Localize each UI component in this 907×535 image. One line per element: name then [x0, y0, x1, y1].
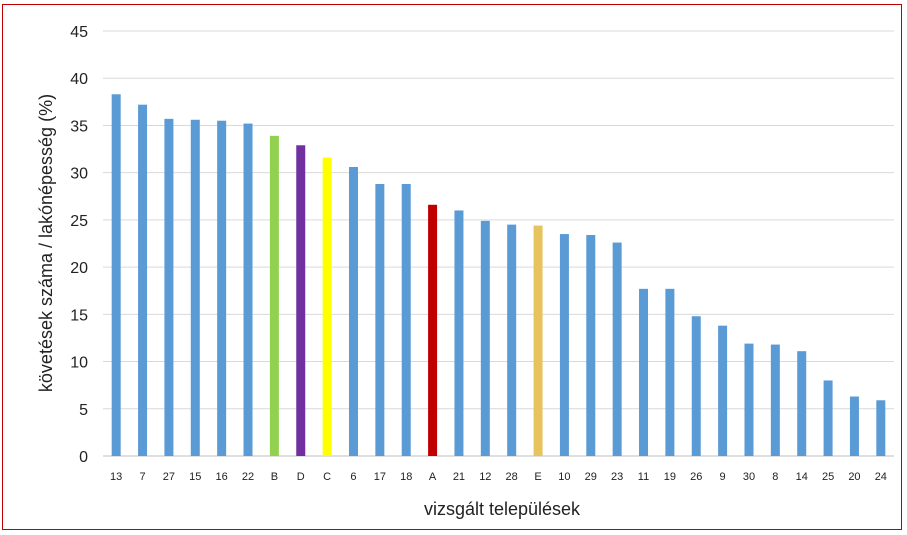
bar-12: [480, 220, 490, 456]
bar-27: [164, 118, 174, 456]
y-tick-label: 45: [70, 24, 88, 41]
y-tick-label: 10: [70, 355, 88, 372]
x-tick-label: 12: [479, 471, 491, 483]
x-tick-label: 27: [163, 471, 175, 483]
bar-18: [401, 184, 411, 456]
x-tick-label: 28: [506, 471, 518, 483]
bar-29: [586, 235, 596, 456]
bar-15: [190, 119, 200, 457]
x-tick-label: 10: [558, 471, 570, 483]
x-tick-label: 9: [720, 471, 726, 483]
x-tick-label: 22: [242, 471, 254, 483]
bar-C: [322, 157, 332, 457]
y-tick-label: 40: [70, 71, 88, 88]
x-tick-label: 19: [664, 471, 676, 483]
bar-23: [612, 242, 622, 456]
y-tick-label: 5: [79, 402, 88, 419]
bar-D: [296, 145, 306, 456]
bar-30: [744, 343, 754, 456]
y-axis-ticks: 0 5 10 15 20 25 30 35 40 45: [70, 24, 88, 466]
x-tick-label: 24: [875, 471, 887, 483]
bar-10: [559, 234, 569, 456]
x-tick-label: 7: [139, 471, 145, 483]
y-tick-label: 25: [70, 213, 88, 230]
bar-9: [718, 325, 728, 456]
y-tick-label: 20: [70, 260, 88, 277]
bar-A: [428, 204, 438, 456]
y-tick-label: 30: [70, 166, 88, 183]
x-tick-label: 23: [611, 471, 623, 483]
x-axis-ticks: 13 7 27 15 16 22 B D C 6 17 18 A 21 12 28 E 10 29 23 11 19 26 9…: [110, 471, 887, 483]
x-tick-label: 16: [216, 471, 228, 483]
bar-25: [823, 380, 833, 456]
bar-6: [348, 167, 358, 456]
x-axis-title: vizsgált települések: [424, 499, 581, 519]
x-tick-label: 15: [189, 471, 201, 483]
y-axis-title: követések száma / lakónépesség (%): [36, 94, 56, 392]
bar-16: [217, 120, 227, 456]
bar-7: [138, 104, 148, 457]
bars: [111, 94, 886, 457]
x-tick-label: 14: [796, 471, 808, 483]
bar-22: [243, 123, 253, 457]
gridlines: [103, 30, 894, 457]
x-tick-label: 11: [638, 471, 649, 483]
x-tick-label: 21: [453, 471, 465, 483]
bar-24: [876, 400, 886, 456]
x-tick-label: E: [534, 471, 541, 483]
bar-20: [849, 396, 859, 456]
bar-13: [111, 94, 121, 457]
x-tick-label: B: [271, 471, 278, 483]
x-tick-label: C: [323, 471, 331, 483]
bar-E: [533, 225, 543, 456]
x-tick-label: 26: [690, 471, 702, 483]
x-tick-label: 30: [743, 471, 755, 483]
x-tick-label: 17: [374, 471, 386, 483]
x-tick-label: 25: [822, 471, 834, 483]
bar-14: [797, 351, 807, 456]
x-tick-label: 20: [848, 471, 860, 483]
y-tick-label: 0: [79, 449, 88, 466]
bar-19: [665, 288, 675, 456]
bar-8: [770, 344, 780, 456]
bar-28: [507, 224, 517, 456]
x-tick-label: 8: [772, 471, 778, 483]
bar-26: [691, 316, 701, 456]
bar-11: [639, 288, 649, 456]
bar-21: [454, 210, 464, 456]
x-tick-label: 6: [350, 471, 356, 483]
bar-17: [375, 184, 385, 456]
x-tick-label: 18: [400, 471, 412, 483]
bar-B: [269, 135, 279, 457]
y-tick-label: 35: [70, 118, 88, 135]
x-tick-label: 29: [585, 471, 597, 483]
x-tick-label: D: [297, 471, 305, 483]
x-tick-label: 13: [110, 471, 122, 483]
x-tick-label: A: [429, 471, 437, 483]
y-tick-label: 15: [70, 307, 88, 324]
